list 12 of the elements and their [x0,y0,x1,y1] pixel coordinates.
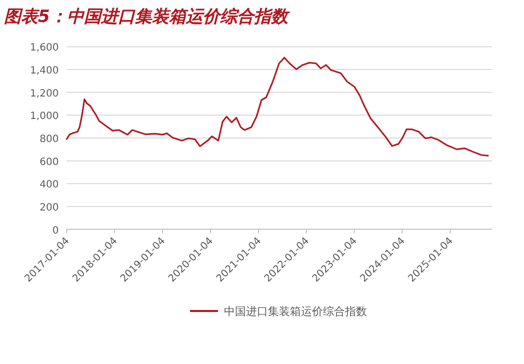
legend-label: 中国进口集装箱运价综合指数 [224,305,367,318]
line-series [66,56,489,156]
y-tick-label: 1,200 [30,88,59,100]
y-tick-label: 1,600 [30,42,59,54]
chart-title: 图表5：中国进口集装箱运价综合指数 [4,7,290,27]
y-tick-label: 600 [40,156,59,168]
y-tick-label: 1,400 [30,66,59,77]
y-tick-label: 800 [40,134,59,145]
y-tick-label: 400 [40,180,59,191]
y-tick-label: 1,000 [30,111,59,122]
y-tick-label: 200 [40,202,59,214]
y-tick-label: 0 [52,225,59,236]
